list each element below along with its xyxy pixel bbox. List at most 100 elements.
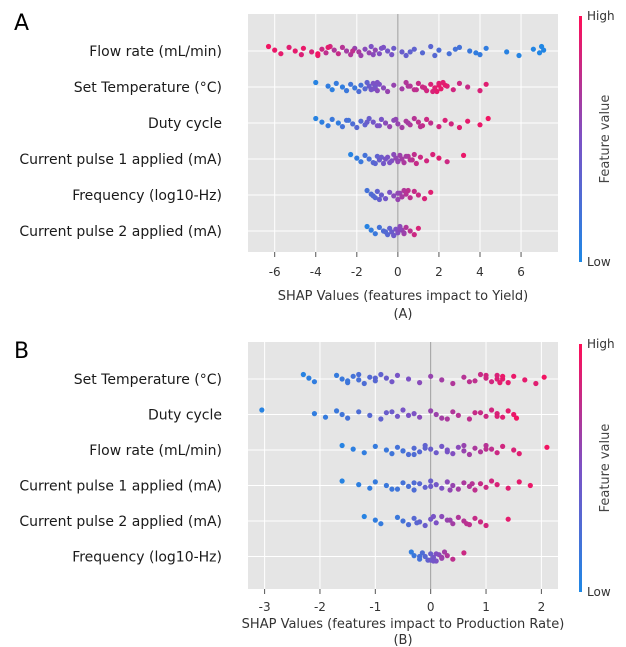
shap-point <box>333 372 340 378</box>
shap-point <box>417 449 423 455</box>
shap-point <box>450 482 456 489</box>
shap-point <box>333 80 339 86</box>
shap-point <box>364 223 370 230</box>
shap-point <box>378 154 385 160</box>
shap-point <box>325 44 331 51</box>
shap-point <box>389 409 395 415</box>
shap-point <box>417 553 423 560</box>
shap-point <box>411 151 417 158</box>
shap-point <box>352 85 358 91</box>
x-tick-label-b: 1 <box>482 600 490 614</box>
shap-point <box>516 52 522 59</box>
shap-point <box>348 81 354 87</box>
shap-point <box>411 480 417 486</box>
shap-point <box>339 124 346 130</box>
shap-point <box>394 413 401 419</box>
shap-point <box>345 378 351 384</box>
panel-sublabel-a: (A) <box>393 307 412 322</box>
x-tick-label-b: 0 <box>427 600 435 614</box>
shap-point <box>428 81 434 87</box>
x-tick-label-a: 0 <box>394 265 402 279</box>
shap-point <box>421 196 428 202</box>
shap-point <box>483 442 489 449</box>
shap-point <box>339 44 346 51</box>
shap-point <box>372 160 378 167</box>
shap-point <box>368 43 374 50</box>
shap-point <box>477 410 484 416</box>
shap-point <box>364 119 370 125</box>
shap-point <box>378 416 384 422</box>
shap-point <box>461 550 467 556</box>
shap-point <box>378 371 384 378</box>
shap-point <box>265 43 272 50</box>
shap-point <box>415 225 421 231</box>
shap-point <box>497 380 503 386</box>
shap-point <box>358 118 364 124</box>
shap-point <box>411 411 417 417</box>
shap-point <box>483 446 489 452</box>
shap-point <box>378 521 384 527</box>
colorbar-high-label-a: High <box>587 9 615 23</box>
shap-point <box>428 483 434 489</box>
shap-point <box>322 414 329 420</box>
shap-point <box>348 151 354 158</box>
shap-point <box>411 115 417 122</box>
feature-label-b: Frequency (log10-Hz) <box>72 550 222 566</box>
x-tick-label-a: -2 <box>351 265 363 279</box>
shap-point <box>395 158 401 164</box>
shap-point <box>422 522 428 529</box>
shap-point <box>407 49 413 55</box>
shap-point <box>477 52 483 58</box>
shap-point <box>319 46 325 52</box>
shap-point <box>446 51 452 57</box>
shap-point <box>447 517 453 523</box>
shap-point <box>354 155 360 161</box>
shap-point <box>385 88 391 95</box>
shap-point <box>389 52 395 58</box>
shap-point <box>399 49 405 55</box>
shap-point <box>403 52 409 59</box>
x-tick-label-a: -6 <box>269 265 281 279</box>
shap-point <box>488 478 495 484</box>
shap-point <box>378 45 385 51</box>
shap-point <box>411 515 417 521</box>
shap-point <box>343 117 350 123</box>
shap-point <box>383 410 389 416</box>
shap-point <box>516 479 522 485</box>
shap-point <box>444 553 450 559</box>
shap-point <box>362 46 368 52</box>
shap-point <box>339 84 346 90</box>
shap-point <box>339 442 345 449</box>
shap-point <box>439 377 445 383</box>
x-tick-label-a: 6 <box>517 265 525 279</box>
shap-point <box>315 51 321 57</box>
shap-point <box>428 43 434 50</box>
shap-point <box>300 45 307 51</box>
feature-label-a: Current pulse 2 applied (mA) <box>19 224 222 240</box>
shap-point <box>399 86 405 92</box>
shap-point <box>456 124 463 131</box>
shap-point <box>472 445 478 451</box>
shap-point <box>415 119 421 125</box>
shap-point <box>367 412 373 418</box>
shap-point <box>413 160 419 167</box>
shap-point <box>405 483 412 489</box>
shap-point <box>483 81 489 87</box>
shap-point <box>465 84 471 90</box>
shap-point <box>500 414 506 420</box>
shap-point <box>272 47 278 53</box>
shap-point <box>350 121 356 127</box>
shap-point <box>309 49 315 55</box>
colorbar-low-label-a: Low <box>587 255 611 269</box>
shap-point <box>343 48 350 54</box>
shap-point <box>455 486 461 492</box>
shap-point <box>395 196 401 203</box>
shap-point <box>382 156 389 162</box>
shap-point <box>376 51 382 57</box>
shap-point <box>483 484 489 490</box>
shap-point <box>413 87 419 93</box>
shap-point <box>461 480 467 486</box>
shap-point <box>311 379 318 385</box>
shap-point <box>374 88 380 94</box>
shap-point <box>428 408 434 414</box>
